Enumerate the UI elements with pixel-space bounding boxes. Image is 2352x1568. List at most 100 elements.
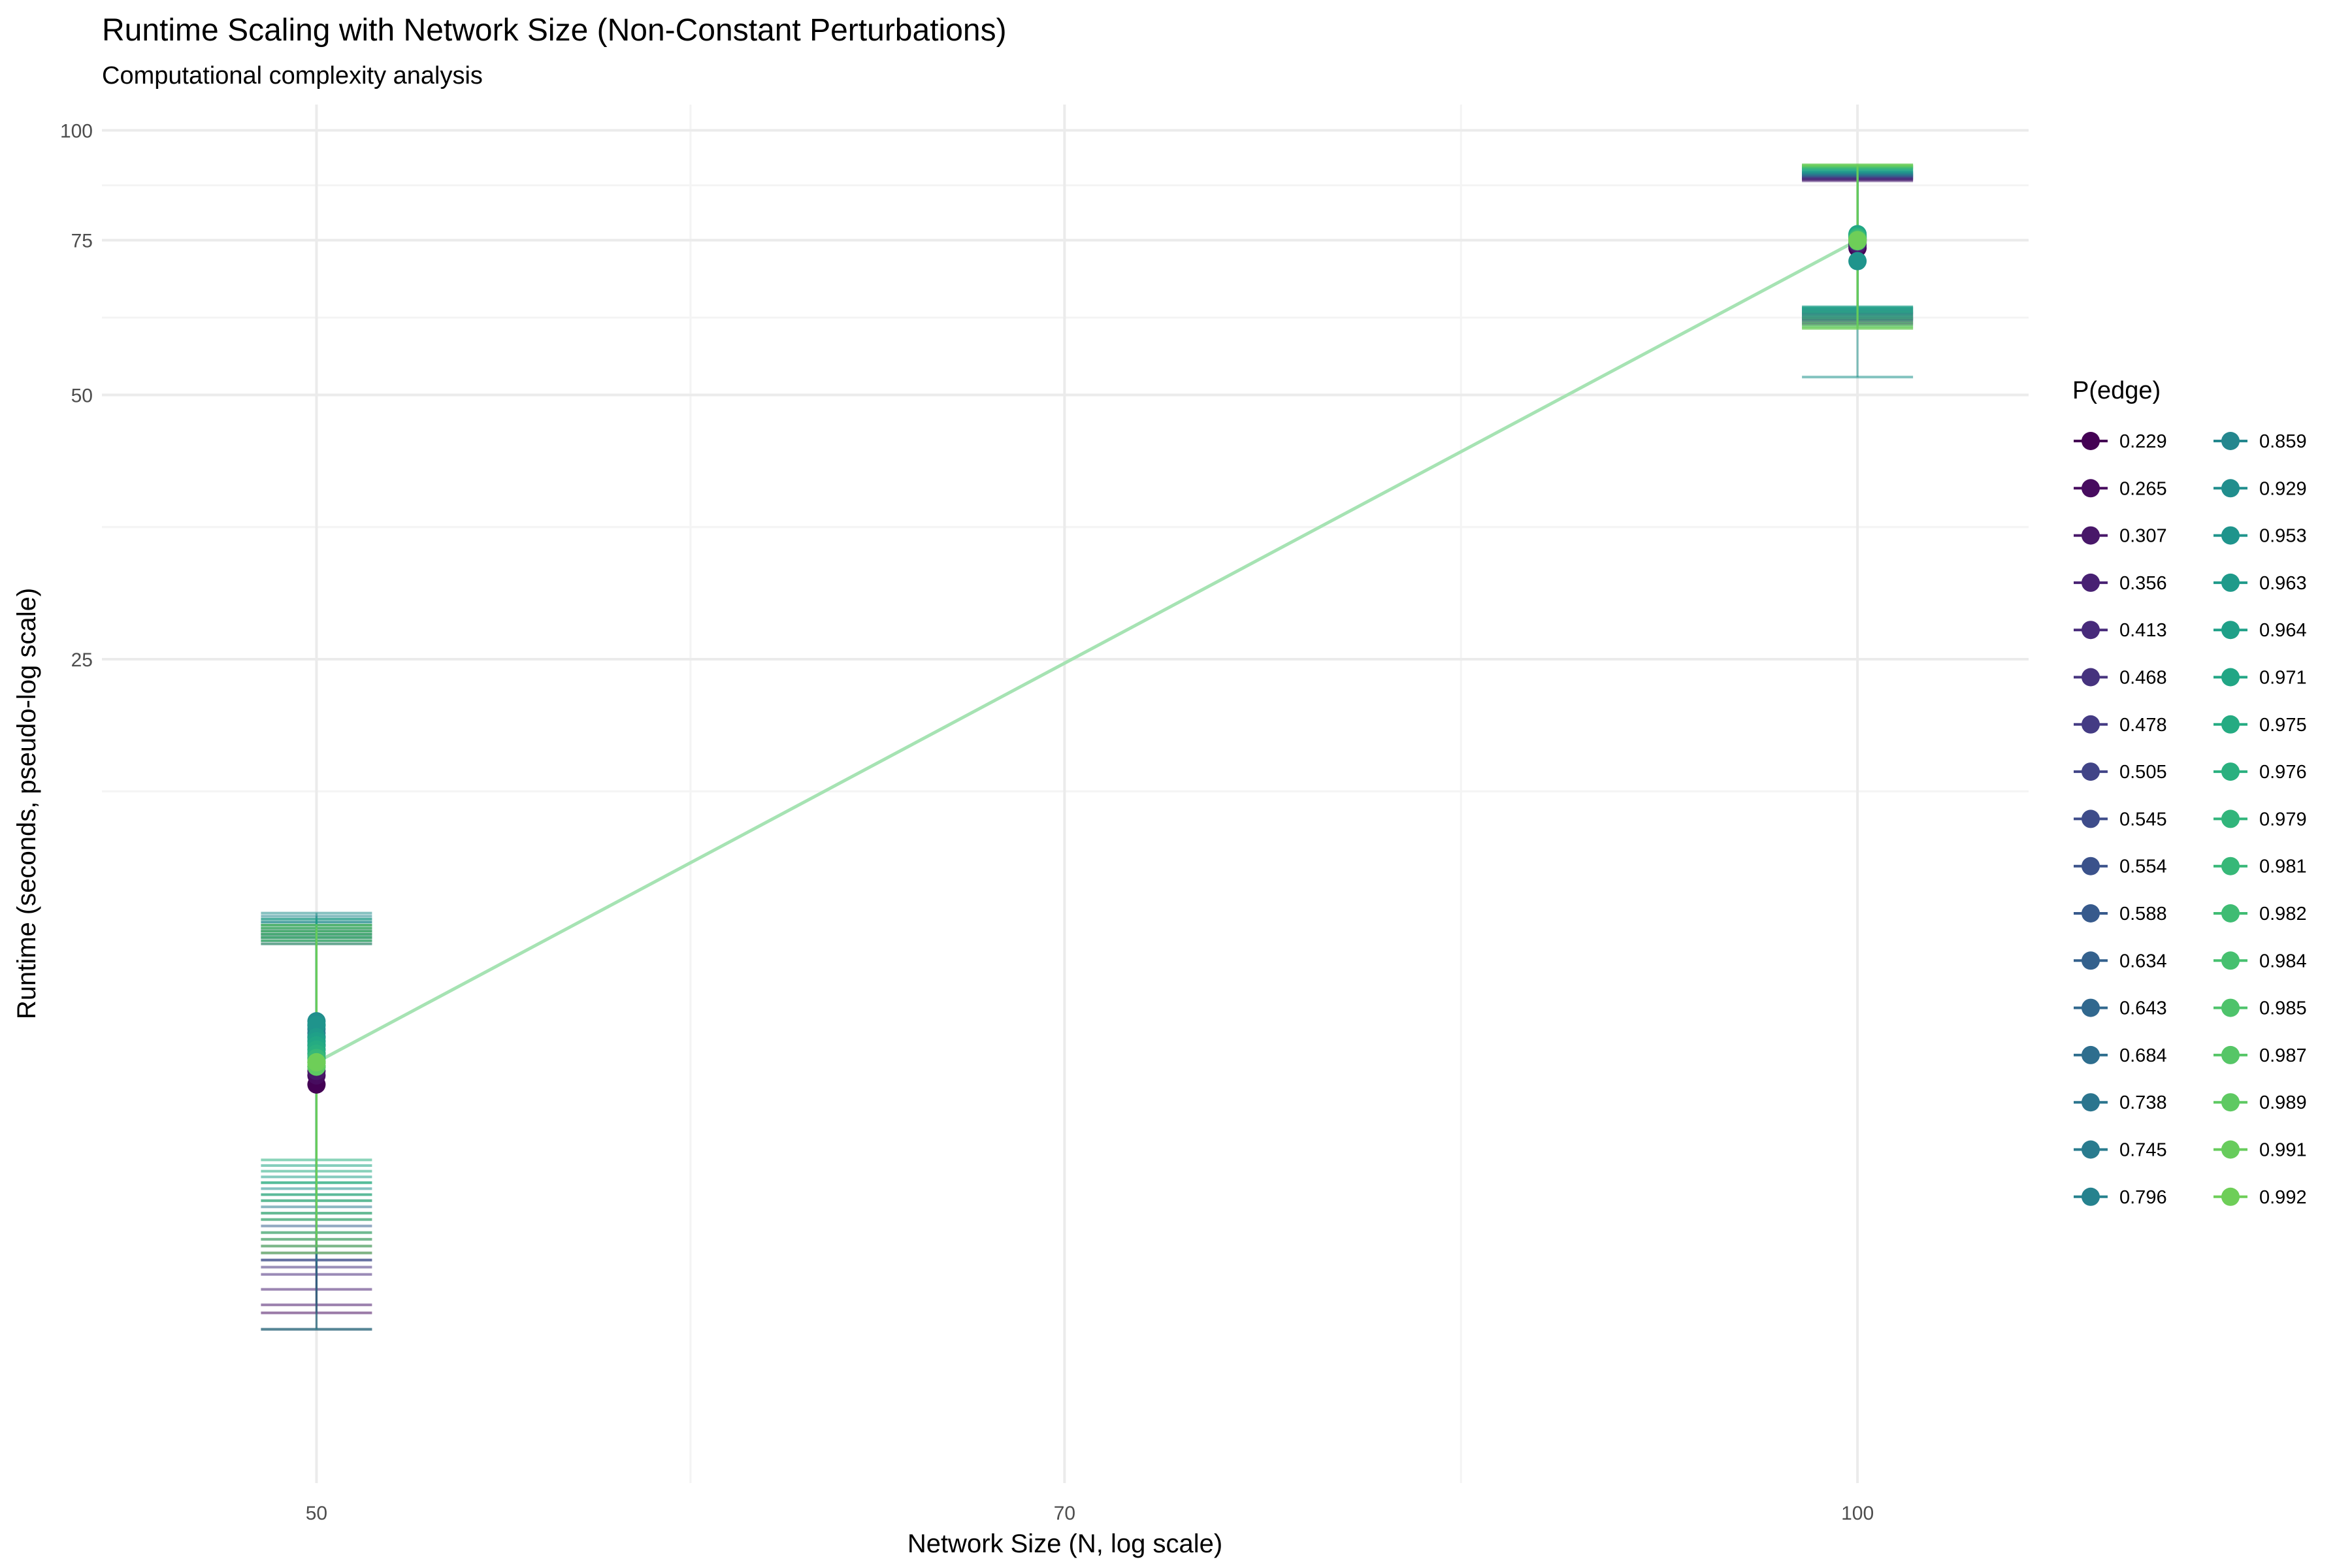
legend-key-point [2221, 526, 2240, 545]
legend-label: 0.953 [2259, 526, 2307, 547]
legend-key [2213, 857, 2247, 875]
legend-key-point [2082, 432, 2100, 450]
legend-label: 0.985 [2259, 998, 2307, 1019]
legend-key [2213, 715, 2247, 734]
legend-label: 0.991 [2259, 1140, 2307, 1161]
x-tick-label: 100 [1841, 1503, 1874, 1524]
x-tick-label: 70 [1054, 1503, 1075, 1524]
chart-subtitle: Computational complexity analysis [102, 62, 483, 90]
legend-key [2074, 621, 2108, 640]
legend-key-point [2221, 951, 2240, 970]
axis-ticks: 50 70 100 25 50 75 100 [60, 121, 1874, 1524]
legend-label: 0.976 [2259, 762, 2307, 783]
legend-key [2074, 1140, 2108, 1159]
legend-label: 0.468 [2119, 668, 2167, 689]
legend-key-point [2221, 1045, 2240, 1064]
legend-label: 0.992 [2259, 1187, 2307, 1208]
legend-key-point [2221, 715, 2240, 734]
legend-key [2213, 809, 2247, 828]
legend-label: 0.859 [2259, 431, 2307, 452]
legend-key [2213, 432, 2247, 450]
legend-label: 0.745 [2119, 1140, 2167, 1161]
legend-label: 0.984 [2259, 951, 2307, 972]
legend-key [2074, 526, 2108, 545]
x-tick-label: 50 [306, 1503, 327, 1524]
legend-label: 0.982 [2259, 904, 2307, 924]
legend-key [2213, 1093, 2247, 1112]
legend-title: P(edge) [2072, 377, 2161, 404]
legend-label: 0.356 [2119, 573, 2167, 594]
legend-label: 0.987 [2259, 1045, 2307, 1066]
legend-key [2074, 432, 2108, 450]
legend-key [2213, 621, 2247, 640]
legend-key [2213, 951, 2247, 970]
legend-label: 0.796 [2119, 1187, 2167, 1208]
legend-label: 0.989 [2259, 1092, 2307, 1113]
data-point [1848, 231, 1867, 250]
legend-key-point [2082, 1045, 2100, 1064]
legend-key-point [2221, 573, 2240, 592]
legend-key-point [2082, 1093, 2100, 1112]
legend-key [2213, 1140, 2247, 1159]
legend-key-point [2221, 857, 2240, 875]
legend-key-point [2082, 809, 2100, 828]
y-tick-label: 50 [71, 385, 93, 407]
chart-title: Runtime Scaling with Network Size (Non-C… [102, 13, 1007, 48]
legend-label: 0.413 [2119, 620, 2167, 641]
legend-key [2074, 1187, 2108, 1206]
legend-key-point [2221, 432, 2240, 450]
legend-key [2074, 951, 2108, 970]
y-axis-title: Runtime (seconds, pseudo-log scale) [12, 588, 41, 1019]
legend-key-point [2221, 479, 2240, 498]
legend-label: 0.634 [2119, 951, 2167, 972]
legend-label: 0.643 [2119, 998, 2167, 1019]
legend-label: 0.588 [2119, 904, 2167, 924]
y-tick-label: 75 [71, 231, 93, 252]
legend-label: 0.545 [2119, 809, 2167, 830]
legend-label: 0.738 [2119, 1092, 2167, 1113]
legend-label: 0.229 [2119, 431, 2167, 452]
legend-key-point [2082, 573, 2100, 592]
legend-key-point [2221, 1093, 2240, 1112]
legend-key [2213, 1045, 2247, 1064]
legend-key-point [2082, 526, 2100, 545]
legend-key-point [2221, 762, 2240, 781]
legend-key [2213, 762, 2247, 781]
legend-key [2213, 904, 2247, 923]
legend-label: 0.554 [2119, 857, 2167, 877]
grid [102, 105, 2029, 1483]
legend-key-point [2082, 857, 2100, 875]
legend-label: 0.307 [2119, 526, 2167, 547]
legend-key [2074, 904, 2108, 923]
legend-key [2213, 1187, 2247, 1206]
legend-key-point [2082, 762, 2100, 781]
legend-label: 0.963 [2259, 573, 2307, 594]
legend-key [2074, 857, 2108, 875]
data-point [307, 1053, 326, 1071]
legend-key [2074, 1093, 2108, 1112]
legend-key [2074, 668, 2108, 687]
legend-label: 0.975 [2259, 715, 2307, 736]
trend-line-path [316, 238, 1859, 1064]
legend-key [2213, 668, 2247, 687]
legend-label: 0.684 [2119, 1045, 2167, 1066]
legend-key-point [2082, 1187, 2100, 1206]
legend-key-point [2082, 715, 2100, 734]
legend-key [2213, 573, 2247, 592]
legend-key-point [2082, 668, 2100, 687]
legend-label: 0.265 [2119, 478, 2167, 499]
legend-key-point [2221, 904, 2240, 923]
legend-key [2074, 998, 2108, 1017]
legend-key [2074, 573, 2108, 592]
data-point [1848, 252, 1867, 270]
legend-key [2213, 998, 2247, 1017]
legend-label: 0.478 [2119, 715, 2167, 736]
legend-key [2074, 809, 2108, 828]
legend-key [2074, 715, 2108, 734]
legend-label: 0.981 [2259, 857, 2307, 877]
legend-label: 0.979 [2259, 809, 2307, 830]
legend: 0.229 0.265 0.307 0.356 0.413 0.468 0.478 0.505… [2074, 431, 2307, 1208]
legend-key-point [2221, 809, 2240, 828]
legend-key-point [2082, 951, 2100, 970]
legend-label: 0.964 [2259, 620, 2307, 641]
